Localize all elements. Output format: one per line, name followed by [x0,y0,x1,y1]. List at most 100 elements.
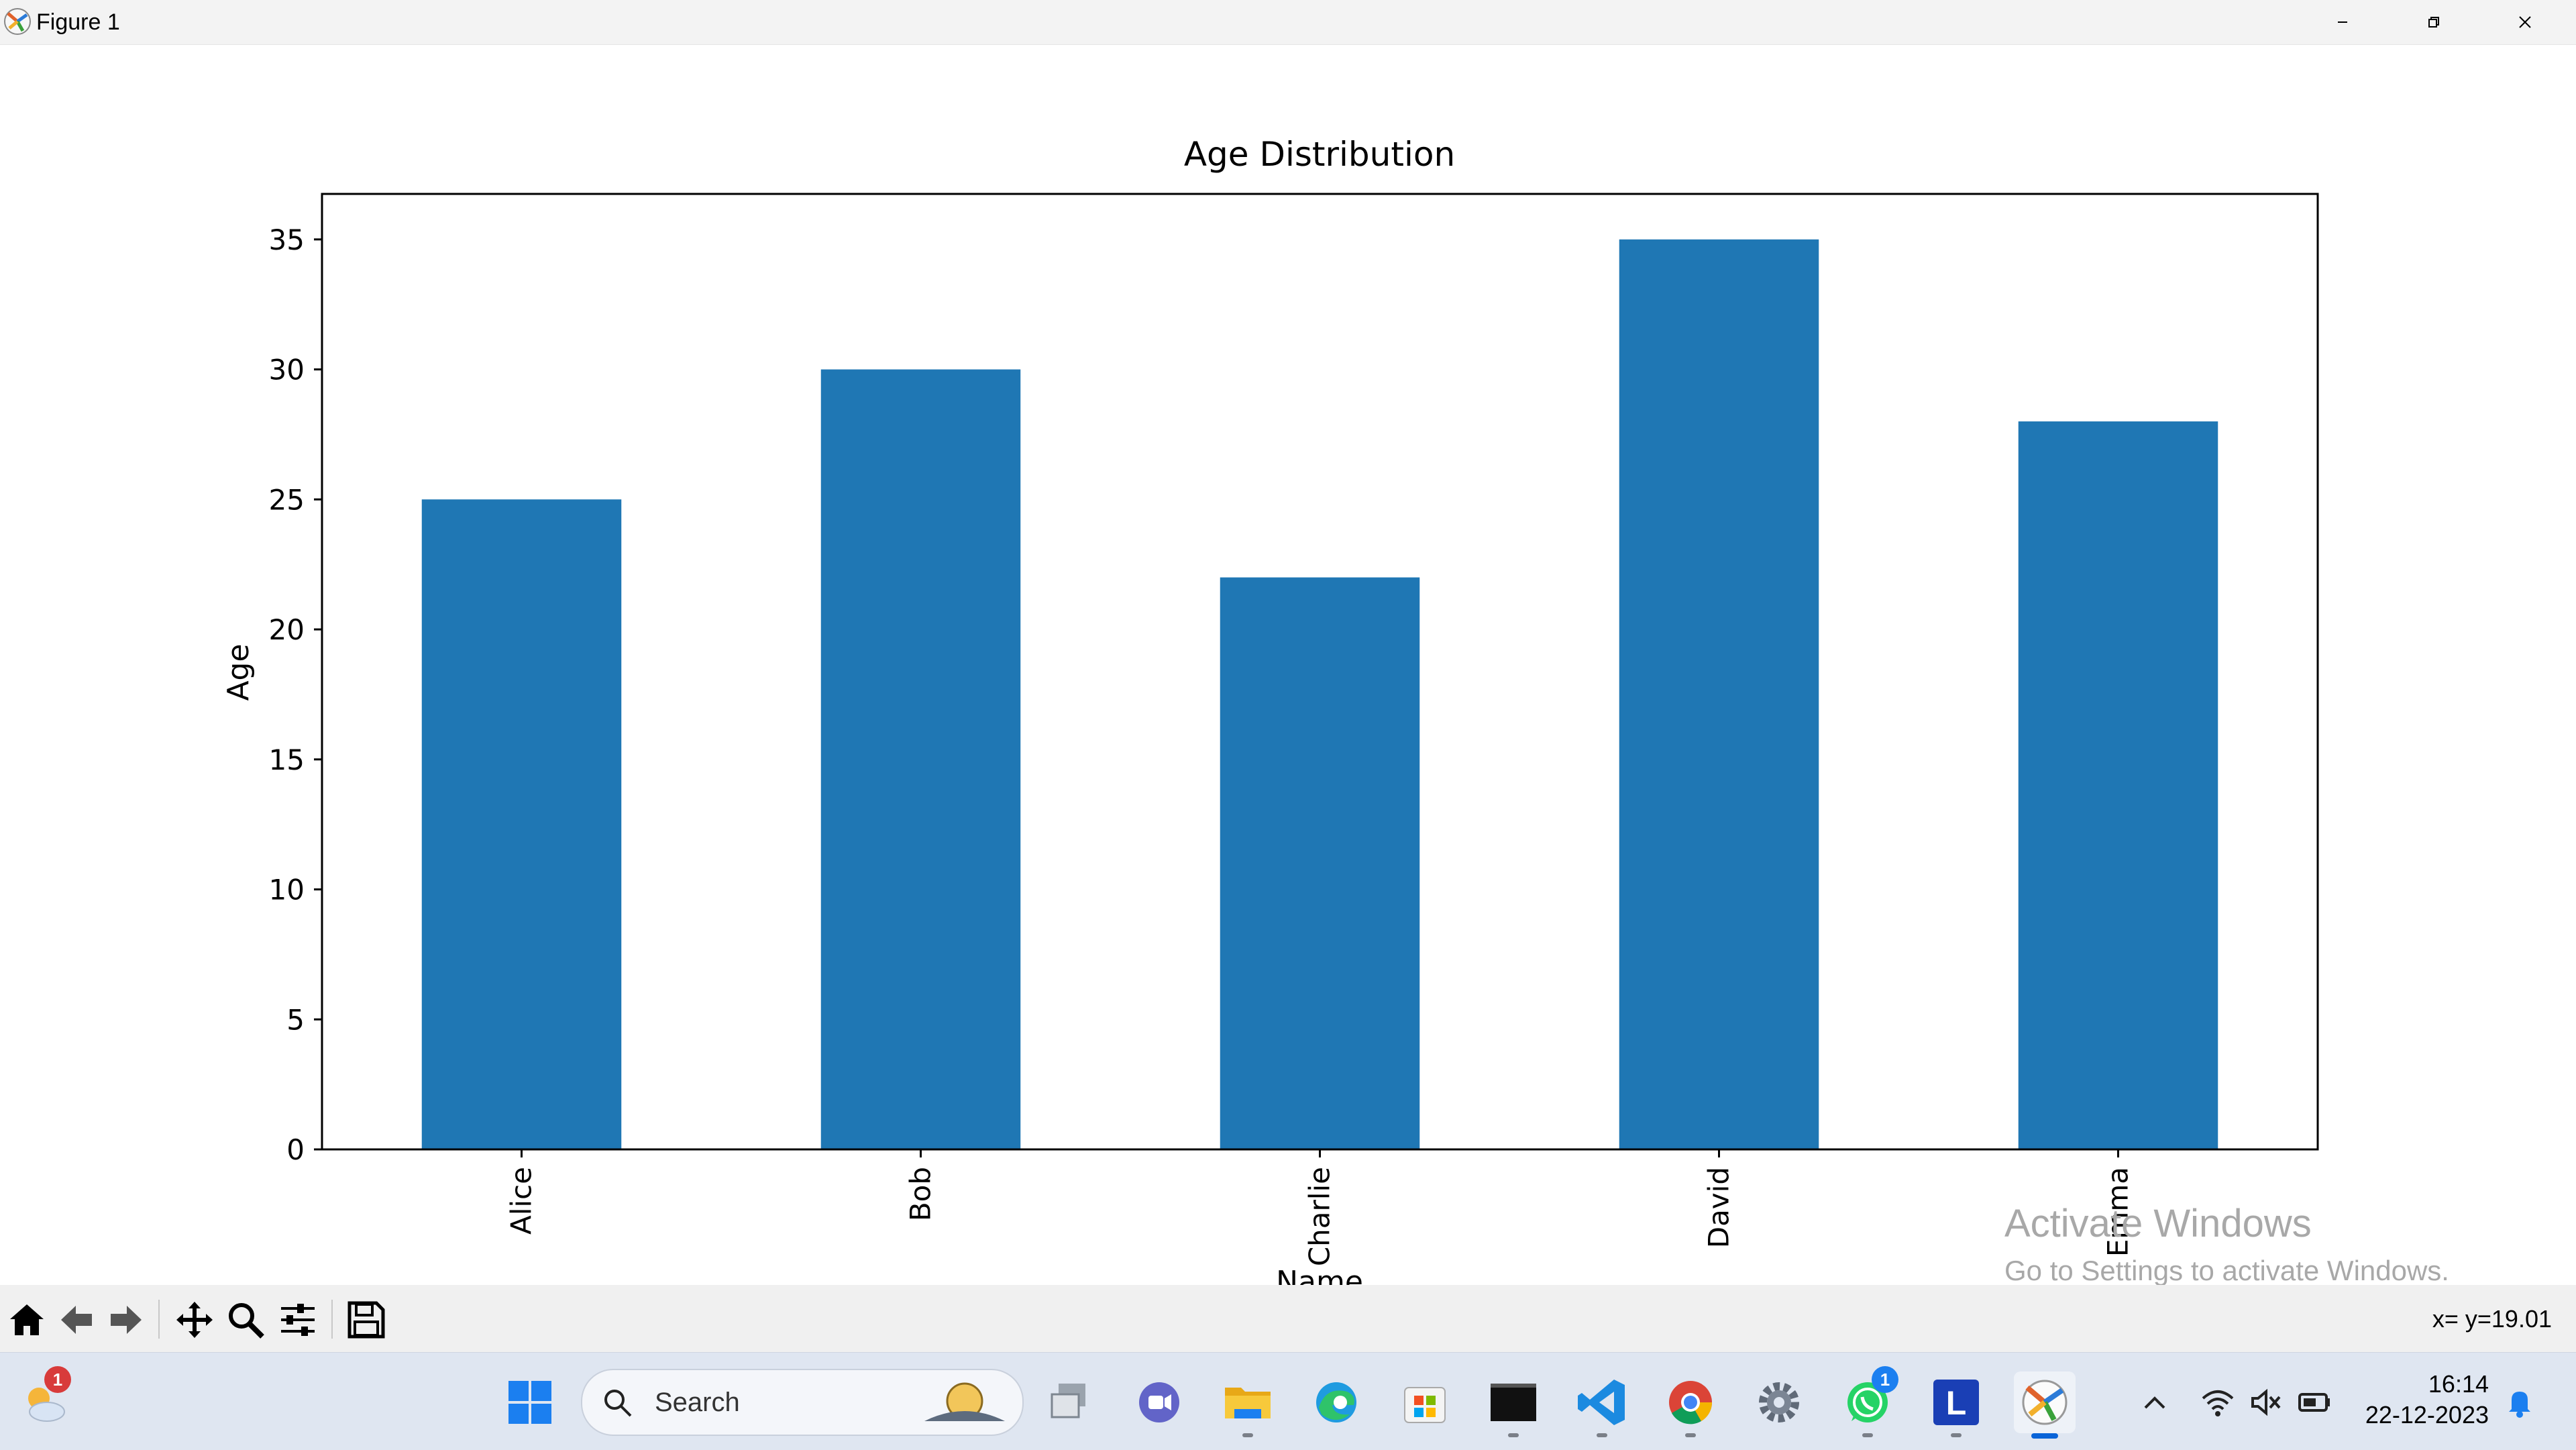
chrome-icon [1669,1381,1713,1425]
y-tick-label: 25 [269,483,305,516]
terminal-button[interactable] [1483,1371,1544,1437]
teams-button[interactable] [1128,1371,1190,1433]
clock-time[interactable]: 16:14 [2428,1370,2489,1398]
start-icon [508,1381,551,1424]
whatsapp-button[interactable]: 1 [1837,1366,1898,1437]
teams-icon [1139,1382,1179,1422]
forward-button[interactable] [103,1297,149,1343]
plot-frame [321,193,2319,1151]
weather-badge: 1 [44,1366,71,1393]
x-ticks: Alice Bob Charlie David Emma [505,1149,2135,1266]
forward-icon [111,1306,142,1334]
back-button[interactable] [54,1297,99,1343]
close-button[interactable] [2479,0,2571,44]
task-view-button[interactable] [1040,1371,1102,1433]
minimize-icon [2338,21,2347,23]
l-app-button[interactable]: L [1925,1371,1987,1437]
search-label: Search [655,1388,740,1417]
bars-layer [421,239,2218,1149]
matplotlib-icon [4,8,31,35]
start-button[interactable] [499,1371,561,1433]
x-axis-label: Name [1276,1265,1363,1285]
home-icon [10,1304,44,1335]
active-indicator [2031,1433,2058,1439]
matplotlib-taskbar-button[interactable] [2014,1371,2076,1439]
save-icon [347,1301,385,1339]
volume-button[interactable] [2246,1382,2286,1422]
battery-icon [2298,1393,2330,1412]
windows-taskbar: 1 Search [0,1352,2576,1450]
y-tick-label: 30 [269,354,305,386]
l-app-icon: L [1933,1380,1979,1425]
x-tick-label: Bob [904,1167,937,1221]
bar-alice [421,499,622,1149]
chrome-button[interactable] [1660,1371,1721,1437]
settings-button[interactable] [1748,1371,1810,1433]
x-tick-label: Charlie [1303,1167,1336,1266]
y-tick-label: 0 [286,1133,305,1166]
speaker-muted-icon [2251,1388,2281,1416]
x-tick-label: Emma [2102,1167,2135,1257]
navigation-toolbar: x= y=19.01 [0,1285,2576,1352]
task-view-icon [1051,1384,1085,1418]
weather-widget[interactable]: 1 [13,1366,75,1433]
vscode-icon [1578,1380,1625,1425]
running-indicator [1862,1433,1873,1437]
cursor-coordinates: x= y=19.01 [2432,1305,2552,1333]
chevron-up-icon [2144,1396,2165,1409]
y-ticks: 0 5 10 15 20 25 30 35 [269,223,322,1166]
bar-chart: Age Distribution Age Name 0 5 10 15 20 25 30 35… [221,135,2319,1285]
l-app-letter: L [1946,1384,1967,1422]
notifications-button[interactable] [2500,1382,2540,1422]
configure-subplots-button[interactable] [275,1297,321,1343]
y-axis-label: Age [221,643,256,701]
restore-icon [2428,17,2439,28]
bar-david [1619,239,1819,1149]
back-icon [61,1306,92,1334]
edge-button[interactable] [1305,1371,1367,1433]
close-icon [2519,16,2531,28]
x-tick-label: David [1703,1167,1735,1248]
minimize-button[interactable] [2297,0,2388,44]
figure-canvas[interactable]: Age Distribution Age Name 0 5 10 15 20 25 30 35… [0,45,2576,1285]
battery-button[interactable] [2294,1382,2334,1422]
store-button[interactable] [1394,1371,1456,1433]
x-tick-label: Alice [505,1167,538,1235]
toolbar-separator [158,1300,160,1339]
search-icon [604,1390,632,1417]
show-hidden-icons-button[interactable] [2135,1382,2175,1422]
y-tick-label: 10 [269,874,305,907]
running-indicator [1597,1433,1607,1437]
file-explorer-button[interactable] [1217,1371,1279,1437]
whatsapp-badge: 1 [1872,1366,1898,1393]
window-title: Figure 1 [36,9,120,35]
pan-icon [176,1302,213,1338]
store-icon [1404,1387,1446,1423]
running-indicator [1685,1433,1696,1437]
running-indicator [1242,1433,1253,1437]
home-button[interactable] [4,1297,50,1343]
restore-button[interactable] [2388,0,2479,44]
pan-button[interactable] [172,1297,217,1343]
y-tick-label: 15 [269,743,305,776]
zoom-button[interactable] [223,1297,268,1343]
y-tick-label: 35 [269,223,305,256]
clock-date[interactable]: 22-12-2023 [2365,1401,2489,1429]
running-indicator [1508,1433,1519,1437]
search-highlight-icon [924,1382,1005,1421]
vscode-button[interactable] [1571,1371,1633,1437]
weather-icon [28,1388,65,1422]
activate-windows-subtitle: Go to Settings to activate Windows. [2004,1255,2449,1286]
toolbar-separator [331,1300,333,1339]
wifi-icon [2202,1390,2234,1416]
edge-icon [1316,1382,1356,1422]
bar-emma [2018,421,2218,1149]
taskbar-search-box[interactable]: Search [581,1369,1024,1436]
whatsapp-icon [1847,1382,1888,1422]
network-button[interactable] [2198,1382,2238,1422]
terminal-icon [1491,1384,1536,1421]
save-button[interactable] [343,1297,389,1343]
running-indicator [1951,1433,1962,1437]
window-title-bar: Figure 1 [0,0,2576,45]
bar-bob [820,369,1021,1149]
